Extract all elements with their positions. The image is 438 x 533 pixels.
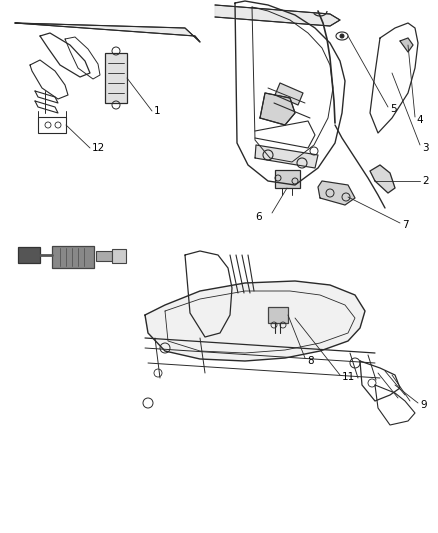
Bar — [18, 247, 40, 263]
Polygon shape — [215, 5, 340, 26]
Text: 11: 11 — [342, 372, 355, 382]
Bar — [38, 117, 66, 133]
Text: 8: 8 — [307, 356, 314, 366]
Polygon shape — [145, 281, 365, 361]
Polygon shape — [318, 181, 355, 205]
Bar — [112, 249, 126, 263]
Polygon shape — [255, 145, 318, 168]
Text: 2: 2 — [422, 176, 429, 186]
Text: 7: 7 — [402, 220, 409, 230]
Text: 9: 9 — [420, 400, 427, 410]
Text: 5: 5 — [390, 104, 397, 114]
Bar — [268, 307, 288, 323]
Polygon shape — [370, 165, 395, 193]
Polygon shape — [15, 23, 200, 42]
Text: 1: 1 — [154, 106, 161, 116]
Text: 4: 4 — [416, 115, 423, 125]
Bar — [52, 246, 94, 268]
Polygon shape — [260, 93, 295, 125]
Bar — [275, 170, 300, 188]
Polygon shape — [400, 38, 413, 52]
Text: 12: 12 — [92, 143, 105, 153]
Bar — [96, 251, 112, 261]
Bar — [105, 53, 127, 103]
Circle shape — [340, 34, 344, 38]
Polygon shape — [275, 83, 303, 105]
Text: 3: 3 — [422, 143, 429, 153]
Text: 6: 6 — [255, 212, 262, 222]
